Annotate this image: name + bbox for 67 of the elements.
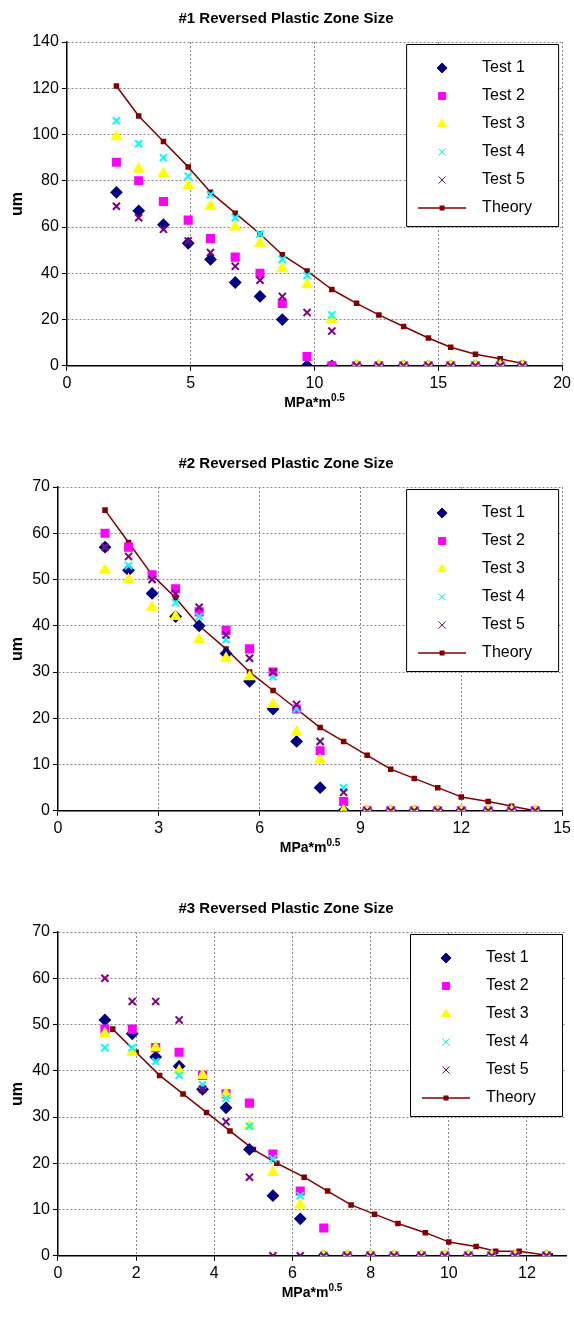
y-tick-label: 0: [41, 801, 51, 819]
legend-label: Test 5: [482, 615, 525, 633]
legend-label: Test 2: [482, 86, 525, 104]
legend-label: Test 1: [482, 503, 525, 521]
chart-title: #2 Reversed Plastic Zone Size: [178, 454, 394, 472]
x-tick-label: 8: [366, 1263, 376, 1281]
x-tick-label: 12: [518, 1263, 536, 1281]
x-tick-label: 9: [356, 818, 366, 836]
y-tick-label: 30: [32, 1107, 51, 1125]
x-tick-label: 10: [305, 373, 324, 391]
y-tick-label: 20: [32, 708, 51, 726]
y-axis-title: um: [8, 191, 26, 216]
y-tick-label: 60: [41, 217, 59, 235]
y-tick-label: 20: [32, 1153, 51, 1171]
legend-label: Theory: [482, 643, 532, 661]
x-tick-label: 15: [429, 373, 448, 391]
x-tick-label: 0: [62, 373, 72, 391]
y-tick-label: 50: [32, 569, 51, 587]
y-tick-label: 40: [32, 1061, 51, 1079]
legend-label: Test 3: [482, 559, 525, 577]
legend-label: Test 1: [482, 58, 525, 76]
x-tick-label: 12: [452, 818, 471, 836]
y-tick-label: 30: [32, 662, 51, 680]
legend-label: Test 4: [486, 1032, 529, 1050]
x-tick-label: 10: [439, 1263, 458, 1281]
x-tick-label: 4: [209, 1263, 219, 1281]
x-tick-label: 5: [186, 373, 196, 391]
legend-label: Theory: [486, 1088, 536, 1106]
legend-label: Test 5: [486, 1060, 529, 1078]
legend-label: Test 2: [482, 531, 525, 549]
y-tick-label: 80: [41, 171, 59, 189]
y-tick-label: 140: [32, 32, 59, 50]
legend-label: Theory: [482, 198, 532, 216]
y-tick-label: 50: [32, 1014, 51, 1032]
legend-label: Test 3: [482, 114, 525, 132]
y-tick-label: 60: [32, 968, 51, 986]
legend-label: Test 5: [482, 170, 525, 188]
legend-label: Test 2: [486, 976, 529, 994]
y-tick-label: 40: [41, 263, 59, 281]
x-axis-title: MPa*m$^{0.5}$: [281, 1282, 343, 1300]
y-tick-label: 20: [41, 309, 59, 327]
y-tick-label: 100: [32, 124, 59, 142]
y-tick-label: 70: [32, 477, 51, 495]
x-tick-label: 3: [154, 818, 164, 836]
y-tick-label: 60: [32, 523, 51, 541]
x-axis-title: MPa*m$^{0.5}$: [284, 392, 345, 410]
legend-label: Test 4: [482, 142, 525, 160]
y-tick-label: 120: [32, 78, 59, 96]
y-axis-title: um: [8, 1081, 26, 1106]
y-tick-label: 10: [32, 754, 51, 772]
y-tick-label: 10: [32, 1199, 51, 1217]
y-tick-label: 70: [32, 922, 51, 940]
y-tick-label: 40: [32, 616, 51, 634]
x-tick-label: 6: [255, 818, 265, 836]
legend-label: Test 3: [486, 1004, 529, 1022]
x-tick-label: 6: [288, 1263, 298, 1281]
chart-title: #3 Reversed Plastic Zone Size: [178, 899, 394, 917]
x-tick-label: 20: [553, 373, 572, 391]
y-axis-title: um: [8, 636, 26, 661]
legend-label: Test 1: [486, 948, 529, 966]
chart-title: #1 Reversed Plastic Zone Size: [178, 9, 394, 27]
y-tick-label: 0: [49, 356, 59, 374]
x-tick-label: 2: [131, 1263, 141, 1281]
x-axis-title: MPa*m$^{0.5}$: [279, 837, 341, 855]
legend-label: Test 4: [482, 587, 525, 605]
x-tick-label: 15: [553, 818, 572, 836]
y-tick-label: 0: [41, 1246, 51, 1264]
